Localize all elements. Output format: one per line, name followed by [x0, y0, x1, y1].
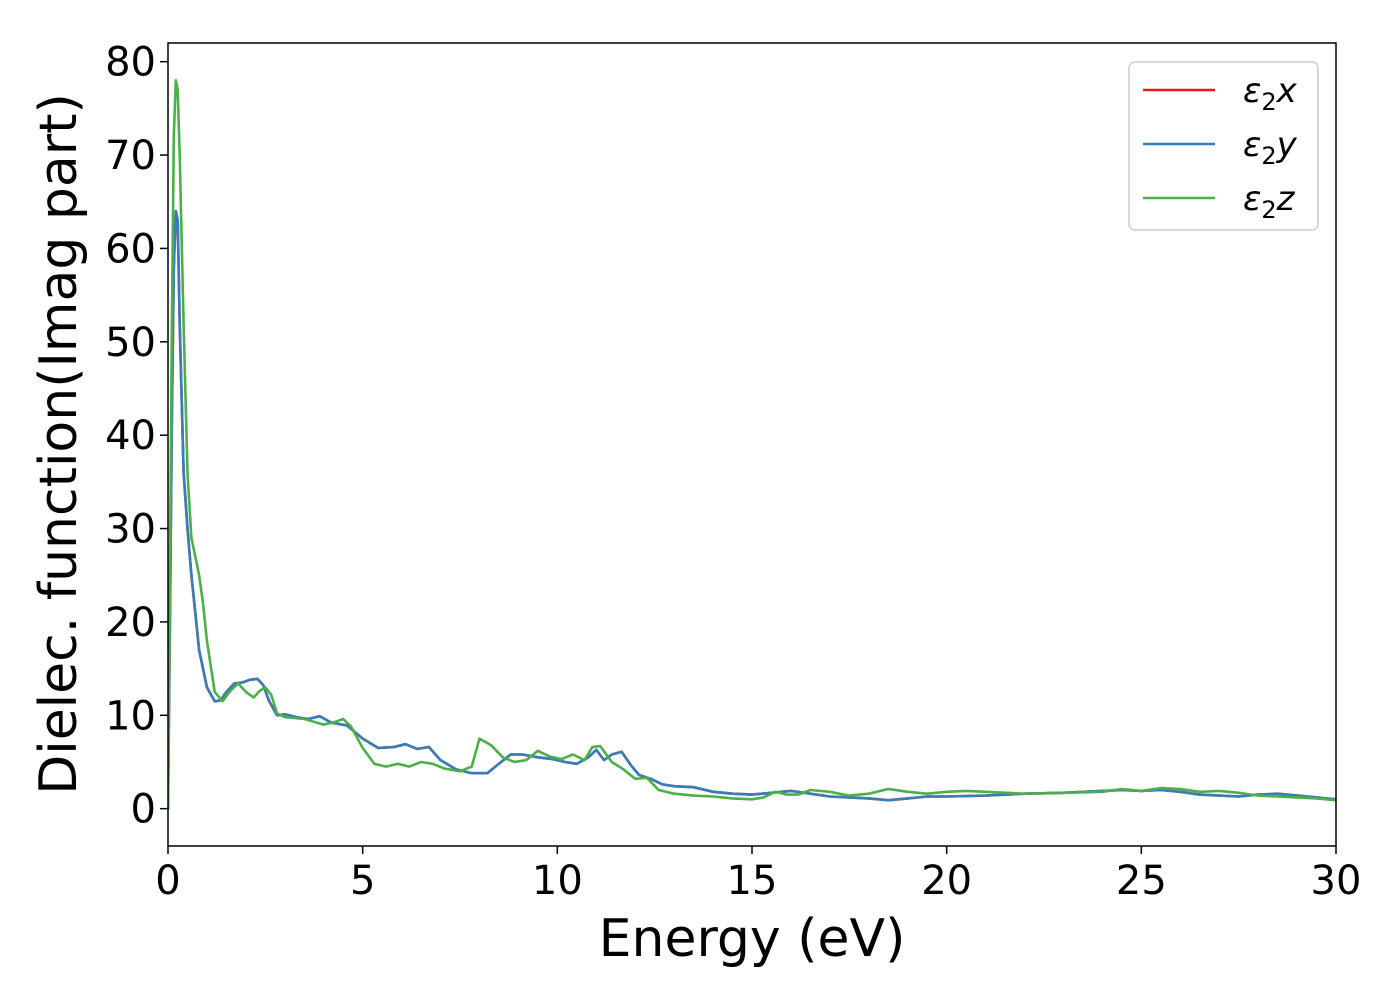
y-tick-label: 50 — [105, 320, 156, 366]
x-tick-label: 10 — [532, 858, 583, 904]
legend-label-z: ε2z — [1243, 179, 1296, 224]
y-tick-label: 10 — [105, 693, 156, 739]
legend-label-x: ε2x — [1243, 71, 1298, 116]
y-tick-label: 60 — [105, 226, 156, 272]
x-tick-label: 0 — [155, 858, 180, 904]
x-tick-label: 20 — [921, 858, 972, 904]
plot-frame — [167, 42, 1337, 847]
legend-box — [1128, 61, 1319, 231]
x-tick-label: 30 — [1311, 858, 1362, 904]
x-tick-label: 15 — [727, 858, 778, 904]
legend: ε2x ε2y ε2z — [1128, 61, 1319, 231]
y-tick-label: 40 — [105, 413, 156, 459]
y-tick-label: 30 — [105, 507, 156, 553]
legend-label-y: ε2y — [1243, 125, 1298, 170]
series-line-z — [168, 79, 1336, 810]
y-tick-label: 20 — [105, 600, 156, 646]
x-axis-title: Energy (eV) — [599, 909, 906, 969]
x-tick-label: 25 — [1116, 858, 1167, 904]
y-axis-title: Dielec. function(Imag part) — [29, 93, 89, 795]
y-tick-label: 0 — [131, 787, 156, 833]
x-axis-ticks: 0 5 10 15 20 25 30 — [155, 846, 1361, 904]
y-axis-ticks: 0 10 20 30 40 50 60 70 80 — [105, 40, 168, 833]
y-tick-label: 70 — [105, 133, 156, 179]
x-tick-label: 5 — [350, 858, 375, 904]
y-tick-label: 80 — [105, 40, 156, 86]
plot-layer — [168, 79, 1336, 810]
